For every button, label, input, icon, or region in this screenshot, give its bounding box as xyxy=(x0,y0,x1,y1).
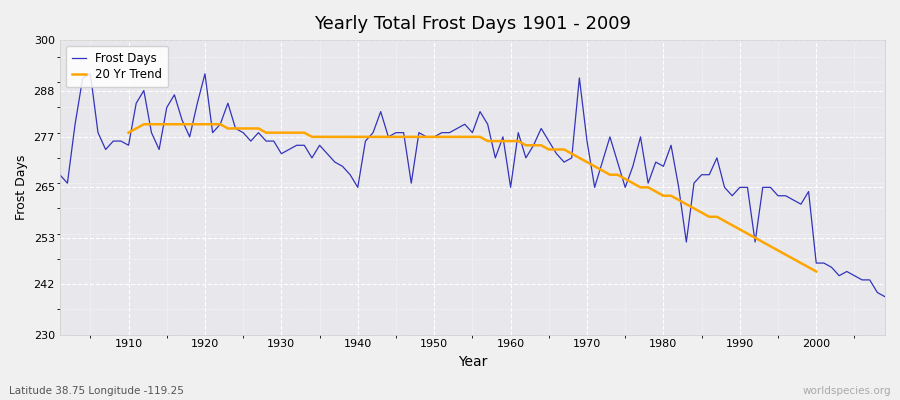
Legend: Frost Days, 20 Yr Trend: Frost Days, 20 Yr Trend xyxy=(66,46,168,87)
Frost Days xyxy=(292,143,302,148)
20 Yr Trend xyxy=(292,130,302,135)
20 Yr Trend xyxy=(307,134,318,139)
Frost Days xyxy=(505,185,516,190)
Frost Days xyxy=(85,71,95,76)
Frost Days xyxy=(123,143,134,148)
Frost Days xyxy=(54,172,65,177)
Text: worldspecies.org: worldspecies.org xyxy=(803,386,891,396)
20 Yr Trend xyxy=(123,130,134,135)
20 Yr Trend xyxy=(712,214,723,219)
Line: Frost Days: Frost Days xyxy=(59,74,885,297)
20 Yr Trend xyxy=(803,265,814,270)
X-axis label: Year: Year xyxy=(458,355,487,369)
Frost Days xyxy=(513,130,524,135)
Frost Days xyxy=(605,134,616,139)
Line: 20 Yr Trend: 20 Yr Trend xyxy=(129,124,816,272)
Frost Days xyxy=(338,164,348,169)
20 Yr Trend xyxy=(139,122,149,127)
Y-axis label: Frost Days: Frost Days xyxy=(15,155,28,220)
Frost Days xyxy=(879,294,890,299)
Title: Yearly Total Frost Days 1901 - 2009: Yearly Total Frost Days 1901 - 2009 xyxy=(314,15,631,33)
20 Yr Trend xyxy=(215,122,226,127)
20 Yr Trend xyxy=(796,261,806,266)
Text: Latitude 38.75 Longitude -119.25: Latitude 38.75 Longitude -119.25 xyxy=(9,386,184,396)
20 Yr Trend xyxy=(811,269,822,274)
